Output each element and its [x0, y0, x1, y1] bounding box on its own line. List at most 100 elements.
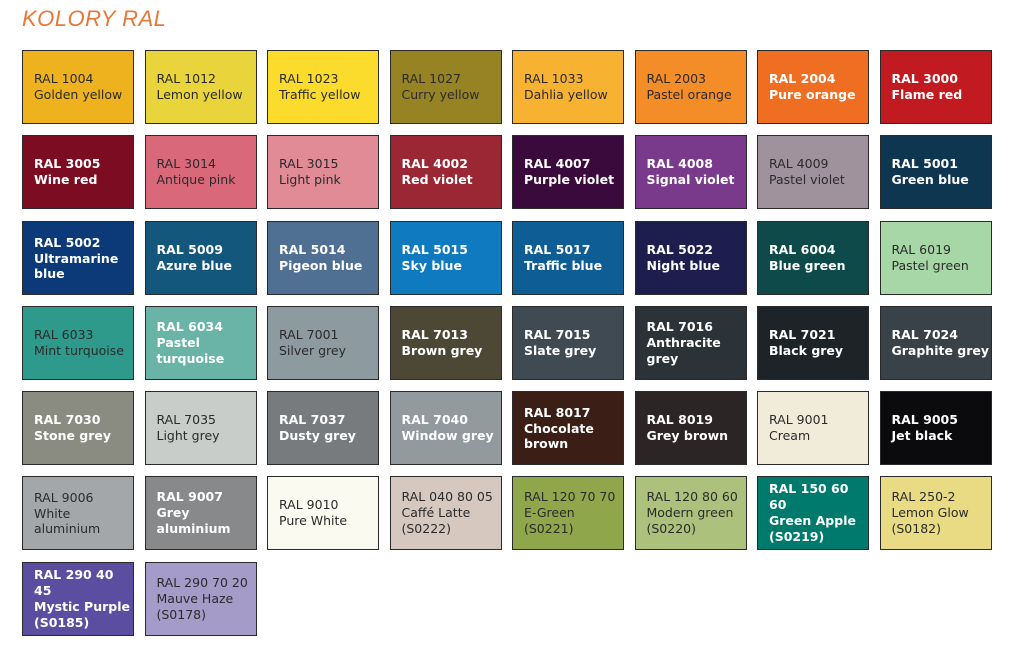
swatch-code: RAL 7040 [401, 412, 468, 428]
swatch-name: Pure orange [769, 87, 856, 102]
swatch-code: RAL 9007 [156, 489, 223, 505]
swatch-code: RAL 5009 [156, 241, 223, 257]
swatch-name: Dahlia yellow [524, 87, 608, 102]
color-swatch: RAL 5015 Sky blue [389, 220, 502, 295]
swatch-name: Purple violet [524, 172, 615, 188]
swatch-code: RAL 1012 [156, 71, 216, 86]
swatch-code: RAL 5015 [401, 241, 468, 257]
color-swatch: RAL 5002 Ultramarine blue [22, 220, 134, 295]
swatch-code: RAL 8019 [646, 412, 713, 428]
swatch-code: RAL 9005 [891, 412, 958, 428]
color-swatch: RAL 1033 Dahlia yellow [512, 50, 624, 124]
color-swatch: RAL 9010 Pure White [267, 476, 379, 551]
color-swatch: RAL 6034 Pastel turquoise [144, 305, 257, 380]
swatch-name: Flame red [891, 87, 963, 102]
swatch-code: RAL 2003 [646, 71, 706, 86]
swatch-name: Blue green [769, 257, 846, 273]
color-swatch: RAL 4007 Purple violet [512, 135, 624, 210]
swatch-code: RAL 6034 [156, 318, 223, 334]
color-swatch: RAL 9005 Jet black [879, 391, 992, 466]
swatch-name: Red violet [401, 172, 473, 188]
color-swatch: RAL 120 70 70 E-Green (S0221) [512, 476, 624, 551]
swatch-code: RAL 7035 [156, 412, 216, 428]
swatch-code: RAL 250-2 [891, 489, 956, 505]
swatch-sub: (S0178) [156, 606, 207, 622]
color-swatch: RAL 7001 Silver grey [267, 305, 379, 380]
swatch-code: RAL 5001 [891, 156, 958, 172]
color-swatch: RAL 6019 Pastel green [879, 220, 992, 295]
color-swatch: RAL 1012 Lemon yellow [144, 50, 257, 124]
swatch-name: Traffic blue [524, 257, 603, 273]
swatch-code: RAL 5002 [34, 234, 101, 250]
swatch-code: RAL 7013 [401, 326, 468, 342]
swatch-name: Mauve Haze [156, 590, 234, 606]
color-swatch: RAL 7037 Dusty grey [267, 391, 379, 466]
color-swatch: RAL 6004 Blue green [757, 220, 869, 295]
swatch-code: RAL 7030 [34, 412, 101, 428]
swatch-name: Graphite grey [891, 342, 990, 358]
color-swatch: RAL 7040 Window grey [389, 391, 502, 466]
color-swatch: RAL 9001 Cream [757, 391, 869, 466]
color-swatch: RAL 5009 Azure blue [144, 220, 257, 295]
swatch-code: RAL 290 70 20 [156, 574, 248, 590]
swatch-name: Antique pink [156, 172, 236, 188]
color-swatch: RAL 290 70 20 Mauve Haze (S0178) [144, 561, 257, 636]
swatch-name: Mystic Purple [34, 598, 130, 614]
color-swatch: RAL 5022 Night blue [634, 220, 747, 295]
color-swatch: RAL 7013 Brown grey [389, 305, 502, 380]
color-swatch: RAL 120 80 60 Modern green (S0220) [634, 476, 747, 551]
swatch-code: RAL 6019 [891, 241, 951, 257]
swatch-code: RAL 2004 [769, 71, 836, 86]
page-title: KOLORY RAL [22, 6, 167, 31]
color-swatch: RAL 7035 Light grey [144, 391, 257, 466]
color-swatch: RAL 1027 Curry yellow [389, 50, 502, 124]
swatch-name: Window grey [401, 428, 494, 444]
color-swatch: RAL 1004 Golden yellow [22, 50, 134, 124]
color-swatch: RAL 150 60 60 Green Apple (S0219) [757, 476, 869, 551]
swatch-sub: (S0219) [769, 529, 825, 545]
color-swatch: RAL 7030 Stone grey [22, 391, 134, 466]
swatch-name: Curry yellow [401, 87, 480, 102]
color-swatch: RAL 040 80 05 Caffé Latte (S0222) [389, 476, 502, 551]
color-swatch: RAL 290 40 45 Mystic Purple (S0185) [22, 561, 134, 636]
swatch-name: Green Apple [769, 513, 856, 529]
swatch-code: RAL 9001 [769, 412, 829, 428]
swatch-sub: (S0222) [401, 521, 452, 537]
swatch-name: Grey aluminium [156, 505, 231, 537]
color-swatch: RAL 3000 Flame red [879, 50, 992, 124]
swatch-name: Brown grey [401, 342, 483, 358]
swatch-code: RAL 1023 [279, 71, 339, 86]
swatch-code: RAL 7001 [279, 326, 339, 342]
swatch-sub: (S0220) [646, 521, 697, 537]
swatch-name: Pure White [279, 513, 348, 529]
color-swatch: RAL 1023 Traffic yellow [267, 50, 379, 124]
swatch-name: Jet black [891, 428, 953, 444]
swatch-name: Pastel green [891, 257, 969, 273]
color-swatch: RAL 2004 Pure orange [757, 50, 869, 124]
swatch-code: RAL 120 70 70 [524, 489, 616, 505]
swatch-name: Light pink [279, 172, 341, 188]
swatch-name: Stone grey [34, 428, 112, 444]
swatch-name: E-Green [524, 505, 575, 521]
swatch-code: RAL 6004 [769, 241, 836, 257]
color-swatch: RAL 7021 Black grey [757, 305, 869, 380]
swatch-name: White aluminium [34, 506, 101, 537]
color-swatch: RAL 5017 Traffic blue [512, 220, 624, 295]
color-swatch: RAL 3015 Light pink [267, 135, 379, 210]
swatch-code: RAL 1027 [401, 71, 461, 86]
color-swatch: RAL 3014 Antique pink [144, 135, 257, 210]
color-swatch: RAL 8019 Grey brown [634, 391, 747, 466]
swatch-code: RAL 1033 [524, 71, 584, 86]
color-swatch: RAL 5014 Pigeon blue [267, 220, 379, 295]
color-swatch: RAL 2003 Pastel orange [634, 50, 747, 124]
swatch-name: Lemon Glow [891, 505, 969, 521]
swatch-code: RAL 3015 [279, 156, 339, 172]
swatch-name: Pastel turquoise [156, 334, 225, 366]
swatch-code: RAL 7024 [891, 326, 958, 342]
swatch-code: RAL 8017 [524, 405, 591, 421]
swatch-name: Mint turquoise [34, 342, 124, 358]
swatch-code: RAL 5014 [279, 241, 346, 257]
swatch-code: RAL 120 80 60 [646, 489, 738, 505]
swatch-name: Black grey [769, 342, 844, 358]
swatch-code: RAL 040 80 05 [401, 489, 493, 505]
